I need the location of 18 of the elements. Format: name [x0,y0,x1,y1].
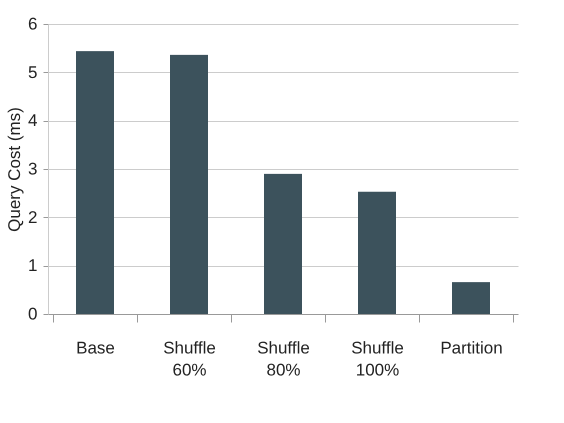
x-tick-label: Shuffle 60% [163,338,216,380]
x-tick-label: Partition [440,338,503,358]
bar [452,282,490,314]
x-tick-label: Shuffle 80% [257,338,310,380]
y-tick-label: 6 [28,14,38,34]
bar [76,51,114,314]
y-tick-label: 0 [28,304,38,324]
y-tick-label: 3 [28,160,38,178]
y-axis-title: Query Cost (ms) [5,107,24,232]
bar [264,174,302,314]
bar [358,192,396,314]
bar [170,54,208,314]
y-tick-label: 4 [28,111,38,130]
x-tick-label: Base [76,338,115,358]
y-tick-label: 1 [28,256,38,276]
y-tick-label: 2 [28,208,38,227]
x-tick-label: Shuffle 100% [351,338,404,380]
y-tick-label: 5 [28,62,38,82]
